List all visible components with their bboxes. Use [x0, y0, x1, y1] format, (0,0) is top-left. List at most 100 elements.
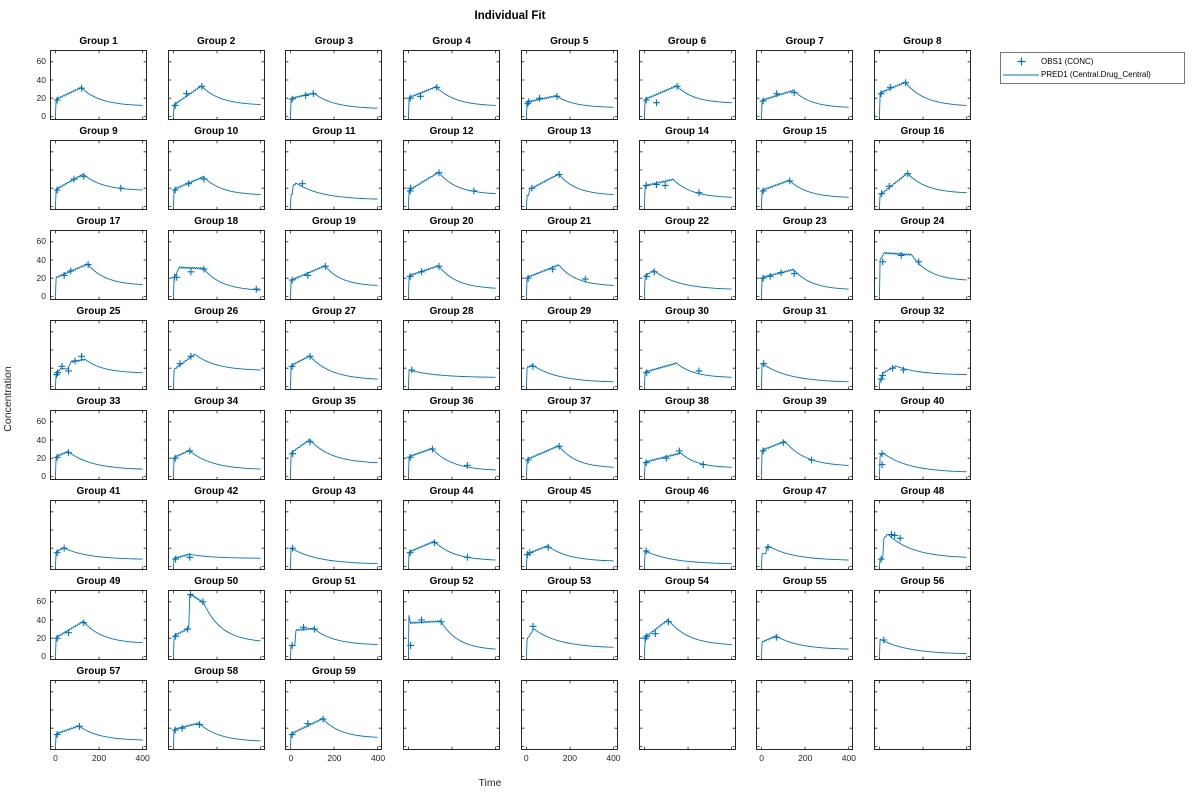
subplot-title: Group 48 [900, 486, 945, 497]
subplot-title: Group 37 [547, 396, 592, 407]
pred-line [408, 540, 496, 567]
subplot-title: Group 16 [900, 126, 945, 137]
pred-line [55, 547, 143, 567]
subplot-axes-empty [638, 680, 736, 750]
subplot-title: Group 4 [432, 36, 471, 47]
x-tick-label: 400 [841, 753, 856, 763]
plus-marker-icon [1001, 56, 1041, 67]
axis-ticks [521, 231, 617, 299]
axis-ticks [874, 411, 970, 479]
pred-line [525, 445, 614, 477]
y-tick-label: 40 [36, 614, 46, 625]
obs-markers [642, 82, 681, 107]
axis-ticks [51, 411, 146, 479]
obs-markers [642, 447, 707, 468]
axis-ticks [286, 591, 382, 659]
subplot-axes [403, 590, 501, 660]
axis-ticks [874, 51, 970, 119]
subplot-title: Group 53 [547, 576, 592, 587]
subplot-axes [756, 590, 854, 660]
axis-ticks [874, 141, 970, 209]
subplot-title: Group 42 [194, 486, 239, 497]
subplot-axes [638, 500, 736, 570]
subplot-axes [520, 590, 618, 660]
subplot-group-23: Group 23 [756, 216, 854, 300]
subplot-title: Group 8 [903, 36, 942, 47]
subplot-group-38: Group 38 [638, 396, 736, 480]
y-tick-label: 20 [36, 92, 46, 103]
axis-ticks [404, 411, 500, 479]
pred-line [290, 718, 379, 747]
legend: OBS1 (CONC) PRED1 (Central.Drug_Central) [1000, 52, 1185, 84]
subplot-title: Group 32 [900, 306, 945, 317]
subplot-group-33: Group 33 [50, 396, 147, 480]
axis-ticks [639, 321, 735, 389]
subplot-group-18: Group 18 [167, 216, 265, 300]
axis-ticks [286, 51, 382, 119]
pred-line [761, 440, 849, 477]
subplot-group-30: Group 30 [638, 306, 736, 390]
subplot-axes [873, 50, 971, 120]
subplot-title: Group 19 [311, 216, 356, 227]
pred-line [290, 355, 379, 387]
legend-label-obs: OBS1 (CONC) [1041, 57, 1094, 66]
subplot-axes [50, 500, 147, 570]
subplot-group-11: Group 11 [285, 126, 383, 210]
subplot-group-19: Group 19 [285, 216, 383, 300]
subplot-axes [50, 320, 147, 390]
subplot-group-51: Group 51 [285, 576, 383, 660]
axis-ticks [168, 501, 264, 569]
axis-ticks [639, 501, 735, 569]
subplot-axes [285, 410, 383, 480]
subplot-title: Group 35 [311, 396, 356, 407]
axis-ticks [286, 321, 382, 389]
obs-markers [523, 543, 552, 558]
subplot-title: Group 50 [194, 576, 239, 587]
subplot-axes [403, 230, 501, 300]
subplot-group-47: Group 47 [756, 486, 854, 570]
subplot-group-2: Group 2 [167, 36, 265, 120]
obs-markers [877, 531, 904, 563]
axis-ticks [286, 411, 382, 479]
obs-markers [406, 262, 443, 280]
obs-markers [289, 544, 297, 552]
subplot-group-26: Group 26 [167, 306, 265, 390]
subplot-title: Group 1 [79, 36, 118, 47]
axis-ticks [404, 681, 500, 749]
subplot-axes [520, 140, 618, 210]
y-tick-label: 0 [41, 290, 46, 301]
subplot-group-36: Group 36 [403, 396, 501, 480]
pred-line [878, 534, 967, 567]
subplot-axes [756, 410, 854, 480]
pred-line [290, 439, 379, 477]
subplot-group-21: Group 21 [520, 216, 618, 300]
subplot-title: Group 22 [665, 216, 709, 227]
pred-line [172, 353, 261, 387]
pred-line [643, 619, 732, 657]
subplot-axes-empty [520, 680, 618, 750]
subplot-title: Group 3 [314, 36, 354, 47]
subplot-group-42: Group 42 [167, 486, 265, 570]
obs-markers [170, 265, 260, 293]
subplot-title: Group 41 [76, 486, 121, 497]
x-tick-label: 200 [562, 753, 577, 763]
obs-markers [408, 366, 416, 374]
pred-line [290, 627, 379, 657]
subplot-title: Group 11 [312, 126, 356, 137]
subplot-axes [756, 230, 854, 300]
obs-markers [53, 544, 68, 557]
axis-ticks [757, 141, 853, 209]
subplot-group-29: Group 29 [520, 306, 618, 390]
pred-line [55, 173, 143, 207]
legend-entry-obs: OBS1 (CONC) [1001, 55, 1184, 68]
obs-markers [524, 92, 561, 108]
subplot-group-9: Group 9 [50, 126, 147, 210]
subplot-axes [285, 500, 383, 570]
subplot-title: Group 25 [76, 306, 121, 317]
pred-line [408, 171, 496, 207]
obs-markers [406, 539, 471, 561]
axis-ticks [757, 321, 853, 389]
subplot-empty [403, 680, 501, 750]
obs-markers [641, 618, 672, 642]
subplot-group-7: Group 7 [756, 36, 854, 120]
